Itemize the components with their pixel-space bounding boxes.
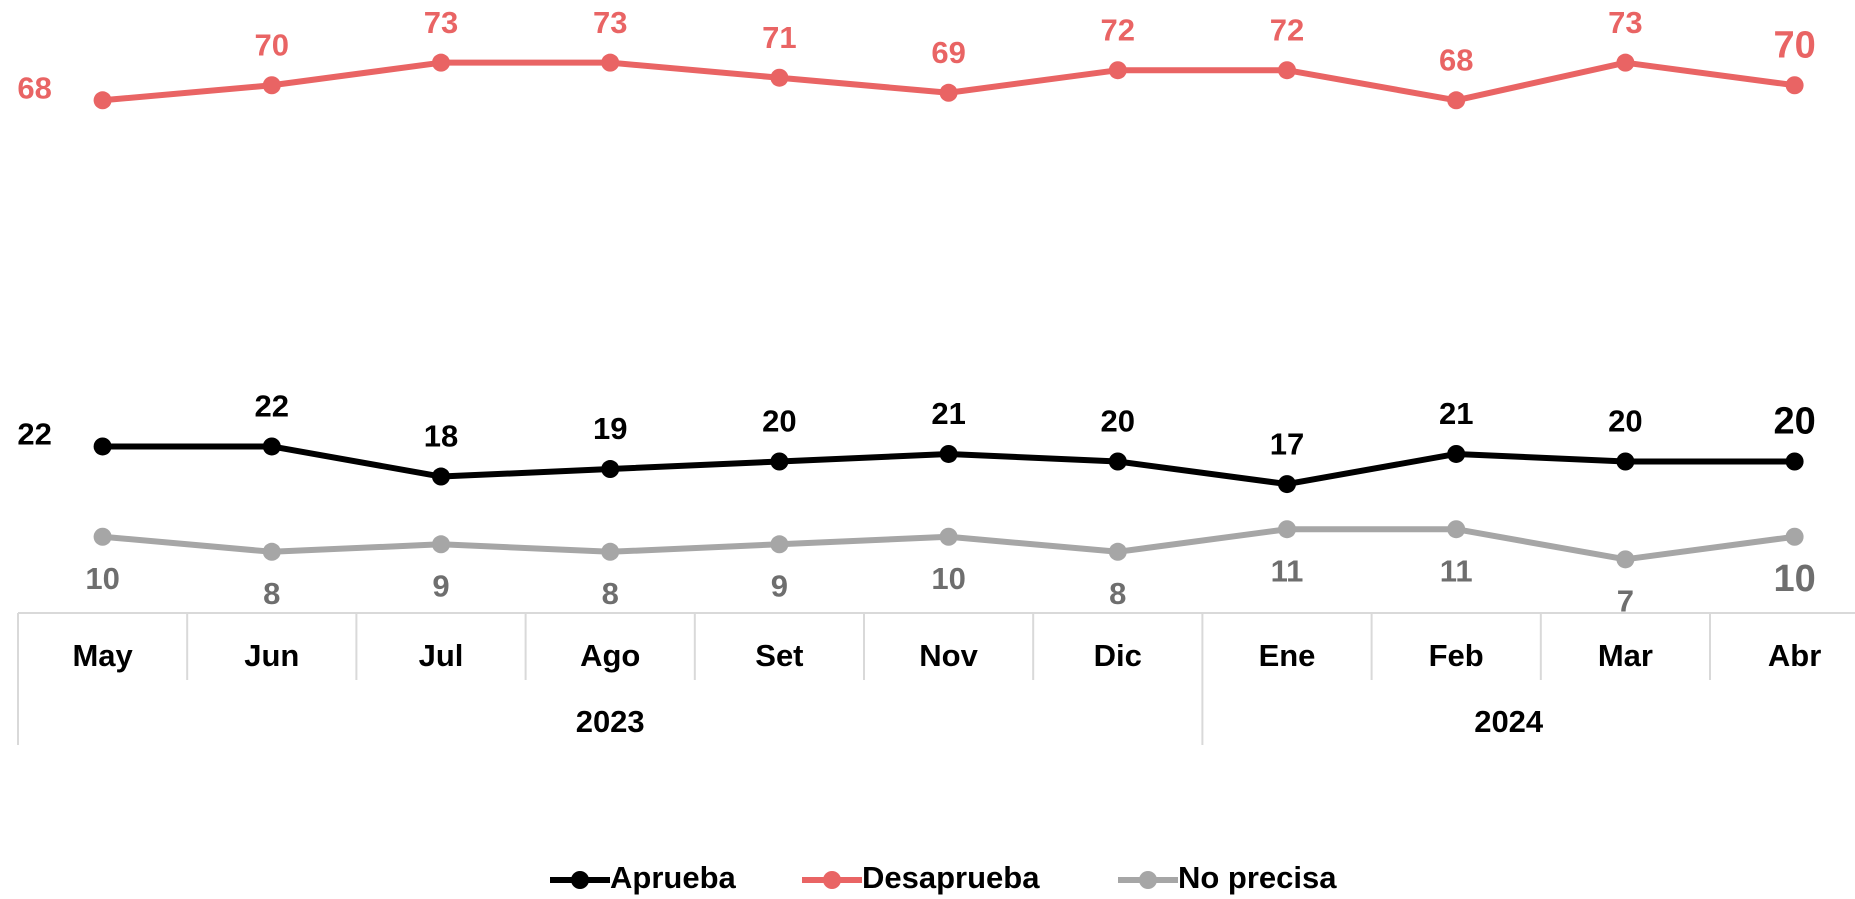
legend-label: No precisa (1178, 860, 1337, 895)
data-label: 10 (1773, 558, 1815, 600)
data-label: 22 (17, 417, 51, 452)
data-label: 69 (931, 35, 965, 70)
point (1785, 527, 1804, 546)
point (432, 53, 450, 72)
data-label: 73 (1608, 5, 1642, 40)
legend-marker (571, 871, 589, 889)
data-label: 70 (255, 27, 289, 62)
point (432, 535, 450, 554)
point (93, 527, 112, 546)
data-label: 18 (424, 419, 458, 454)
data-label: 73 (593, 5, 627, 40)
legend-marker (1139, 871, 1157, 889)
data-label: 21 (1439, 396, 1473, 431)
point (432, 467, 450, 486)
point (93, 437, 112, 456)
data-label: 68 (1439, 42, 1473, 77)
data-label: 19 (593, 411, 627, 446)
point (601, 542, 620, 561)
point (601, 53, 620, 72)
data-label: 20 (1101, 404, 1135, 439)
data-label: 21 (931, 396, 965, 431)
data-label: 72 (1101, 12, 1135, 47)
data-label: 8 (263, 576, 280, 611)
x-tick-label: Set (755, 638, 803, 673)
point (93, 91, 112, 110)
x-tick-label: Mar (1598, 638, 1653, 673)
data-label: 10 (931, 561, 965, 596)
data-label: 72 (1270, 12, 1304, 47)
data-label: 11 (1440, 553, 1473, 588)
data-label: 70 (1773, 24, 1815, 66)
point (1616, 53, 1635, 72)
x-tick-label: Abr (1768, 638, 1821, 673)
x-tick-label: Jul (419, 638, 464, 673)
point (939, 444, 958, 463)
point (1278, 520, 1296, 539)
x-tick-label: Ene (1259, 638, 1316, 673)
data-label: 20 (1773, 401, 1815, 443)
data-label: 11 (1271, 553, 1304, 588)
x-tick-label: Dic (1094, 638, 1142, 673)
data-label: 22 (255, 389, 289, 424)
point (1785, 452, 1804, 471)
legend-label: Aprueba (610, 860, 737, 895)
data-label: 20 (1608, 404, 1642, 439)
group-label: 2024 (1474, 704, 1544, 739)
data-label: 73 (424, 5, 458, 40)
x-tick-label: Feb (1429, 638, 1484, 673)
point (601, 460, 620, 479)
x-tick-label: Nov (919, 638, 978, 673)
point (262, 76, 281, 95)
point (1616, 550, 1635, 569)
data-label: 20 (762, 404, 796, 439)
point (1108, 542, 1127, 561)
x-tick-label: Jun (244, 638, 299, 673)
point (939, 83, 958, 102)
x-tick-label: Ago (580, 638, 640, 673)
point (1447, 91, 1466, 110)
data-label: 7 (1617, 584, 1634, 619)
x-tick-label: May (72, 638, 133, 673)
point (1785, 76, 1804, 95)
point (1447, 444, 1466, 463)
point (262, 542, 281, 561)
point (1108, 452, 1127, 471)
point (939, 527, 958, 546)
data-label: 17 (1270, 426, 1304, 461)
point (1278, 475, 1296, 494)
data-label: 9 (432, 568, 449, 603)
point (1616, 452, 1635, 471)
legend-marker (823, 871, 841, 889)
data-label: 71 (762, 20, 796, 55)
point (1108, 61, 1127, 80)
data-label: 8 (602, 576, 619, 611)
data-label: 8 (1109, 576, 1126, 611)
point (770, 68, 789, 87)
point (770, 535, 789, 554)
data-label: 10 (85, 561, 119, 596)
point (770, 452, 789, 471)
point (1447, 520, 1466, 539)
legend-label: Desaprueba (862, 860, 1040, 895)
point (1278, 61, 1296, 80)
group-label: 2023 (576, 704, 645, 739)
data-label: 68 (17, 70, 51, 105)
data-label: 9 (771, 568, 788, 603)
point (262, 437, 281, 456)
